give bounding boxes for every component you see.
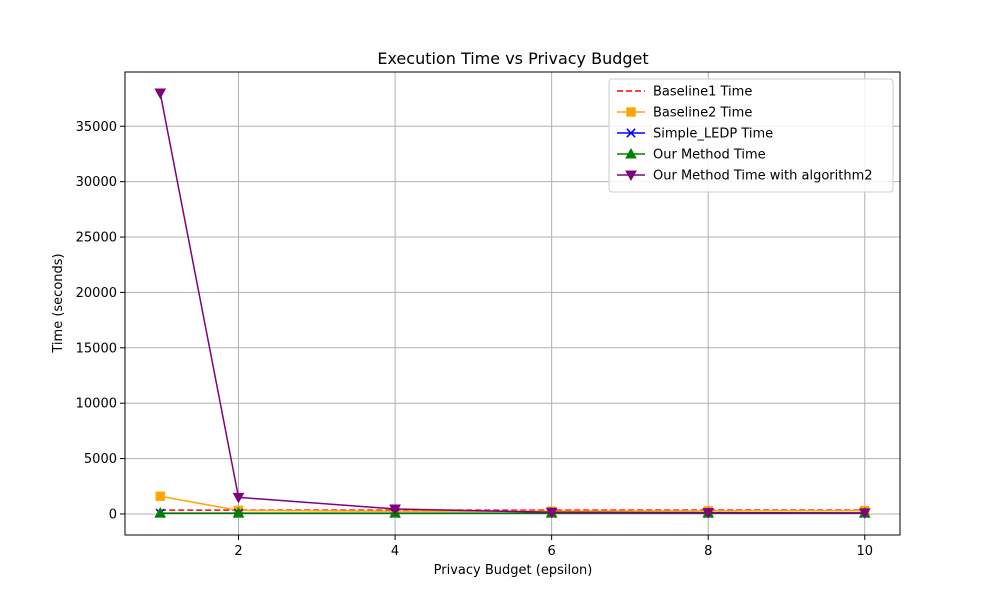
- y-tick-label: 0: [109, 507, 117, 522]
- x-axis-label: Privacy Budget (epsilon): [434, 563, 593, 578]
- legend-marker: [626, 107, 636, 117]
- y-axis-label: Time (seconds): [51, 253, 66, 353]
- y-tick-label: 10000: [76, 397, 117, 412]
- data-point: [154, 507, 167, 518]
- x-tick-label: 2: [234, 544, 242, 559]
- y-tick-label: 5000: [84, 452, 117, 467]
- legend-label: Our Method Time with algorithm2: [653, 169, 873, 184]
- legend-label: Baseline2 Time: [653, 106, 752, 121]
- legend-entry: Simple_LEDP Time: [617, 127, 773, 142]
- y-tick-label: 25000: [76, 231, 117, 246]
- data-point: [702, 508, 715, 519]
- y-tick-label: 15000: [76, 341, 117, 356]
- legend: Baseline1 Time Baseline2 Time Simple_LEDP …: [608, 78, 894, 193]
- series-line: [159, 92, 865, 514]
- series-line: [160, 495, 865, 512]
- legend-label: Baseline1 Time: [653, 85, 752, 100]
- legend-entry: Baseline1 Time: [617, 85, 752, 100]
- legend-entry: Baseline2 Time: [617, 106, 752, 121]
- legend-entry: Our Method Time with algorithm2: [617, 169, 873, 184]
- legend-box: [608, 78, 894, 193]
- data-point: [154, 88, 167, 100]
- series-layer: [154, 88, 871, 519]
- y-tick-label: 35000: [76, 120, 117, 135]
- legend-marker: [625, 147, 637, 159]
- data-point: [389, 504, 401, 515]
- legend-entry: Our Method Time: [617, 148, 766, 163]
- legend-marker: [626, 128, 636, 138]
- y-tick-label: 30000: [76, 175, 117, 190]
- x-tick-label: 4: [391, 544, 399, 559]
- chart-title: Execution Time vs Privacy Budget: [377, 49, 648, 68]
- series-5: [154, 88, 871, 519]
- data-point: [858, 508, 871, 519]
- y-tick-label: 20000: [76, 286, 117, 301]
- data-point: [155, 491, 165, 501]
- x-tick-label: 8: [704, 544, 712, 559]
- legend-label: Simple_LEDP Time: [653, 127, 773, 142]
- data-point: [545, 507, 558, 519]
- ticks: 2 4 6 8 10 0 5000 10000 15000 20000 25000 30000 3500…: [76, 120, 873, 559]
- legend-marker: [625, 170, 637, 182]
- x-tick-label: 6: [548, 544, 556, 559]
- x-tick-label: 10: [856, 544, 873, 559]
- plot-frame: [124, 71, 901, 536]
- data-point: [232, 492, 245, 504]
- data-point: [232, 507, 245, 518]
- legend-label: Our Method Time: [653, 148, 766, 163]
